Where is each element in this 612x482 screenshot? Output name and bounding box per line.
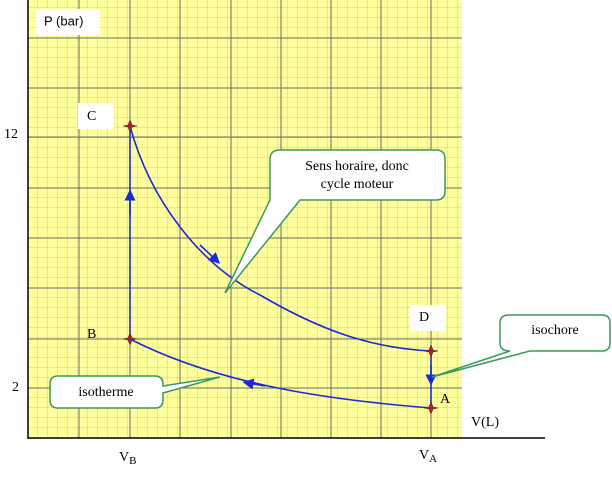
x-tick-label: VB [119,450,136,466]
y-tick-label: 2 [12,380,19,395]
callout-isotherme: isotherme [49,375,221,409]
callout-text: isochore [531,323,578,338]
axes [27,0,545,439]
label-box [78,103,114,129]
label-box [36,9,100,35]
state-points [122,119,439,415]
point-label: A [440,392,451,407]
x-axis-label: V(L) [471,415,499,430]
point-label: C [87,109,96,124]
graph-paper [28,0,462,438]
y-tick-label: 12 [4,127,18,142]
callout-text: Sens horaire, donc [305,159,409,174]
y-axis-label: P (bar) [44,13,84,28]
callout-cycle: Sens horaire, donc cycle moteur [224,149,446,294]
x-tick-main: V [119,450,129,465]
point-label: B [87,327,96,342]
point-label: D [419,310,429,325]
callout-text: cycle moteur [321,177,394,192]
callout-text: isotherme [78,385,133,400]
callout-isochore: isochore [431,314,611,378]
x-tick-label: VA [419,448,437,464]
x-tick-sub: B [129,455,136,467]
label-box [410,305,446,331]
x-tick-main: V [419,448,429,463]
x-tick-sub: A [429,453,437,465]
cycle [124,125,437,409]
